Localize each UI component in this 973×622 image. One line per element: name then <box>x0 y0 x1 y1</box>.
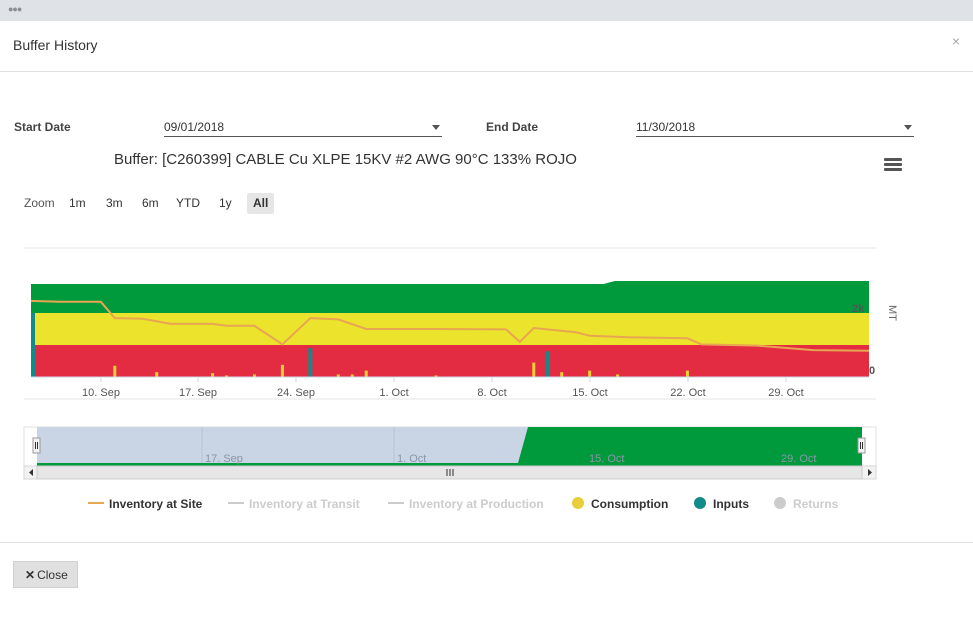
modal-title: Buffer History <box>13 37 98 53</box>
legend-item-2[interactable]: Inventory at Production <box>409 497 544 511</box>
inventory-at-site-line <box>30 299 870 352</box>
consumption-bar-3 <box>225 375 229 377</box>
consumption-bar-0 <box>113 365 117 377</box>
consumption-bar-11 <box>532 362 536 377</box>
legend-item-3[interactable]: Consumption <box>591 497 668 511</box>
consumption-bar-5 <box>280 364 284 377</box>
consumption-bar-7 <box>336 374 340 377</box>
footer-divider <box>0 542 973 543</box>
consumption-bar-16 <box>685 370 689 377</box>
zone-green <box>31 281 869 313</box>
zone-red <box>31 345 869 377</box>
navigator-ticks: 17. Sep 1. Oct 15. Oct 29. Oct <box>205 453 816 465</box>
x-tick-label-5: 15. Oct <box>572 387 607 399</box>
start-date-field[interactable]: 09/01/2018 <box>164 117 442 137</box>
x-tick-label-6: 22. Oct <box>670 387 705 399</box>
close-button-label: Close <box>37 568 68 582</box>
zoom-1m-button[interactable]: 1m <box>69 196 86 210</box>
navigator-right-handle[interactable] <box>857 437 866 454</box>
consumption-bar-14 <box>588 370 592 377</box>
x-tick-label-2: 24. Sep <box>277 387 315 399</box>
x-tick-label-4: 8. Oct <box>477 387 506 399</box>
navigator-series-area <box>37 427 862 466</box>
input-bar-1 <box>308 348 313 377</box>
x-tick-label-7: 29. Oct <box>768 387 803 399</box>
consumption-bar-10 <box>434 375 438 377</box>
browser-topbar: ●●● <box>0 0 973 21</box>
zoom-6m-button[interactable]: 6m <box>142 196 159 210</box>
chart-title: Buffer: [C260399] CABLE Cu XLPE 15KV #2 … <box>114 151 577 168</box>
navigator-tick-label-2: 15. Oct <box>589 453 624 465</box>
consumption-bar-15 <box>616 374 620 377</box>
line-series <box>30 299 870 352</box>
y-tick-zero: 0 <box>869 365 875 377</box>
zoom-ytd-button[interactable]: YTD <box>176 196 200 210</box>
consumption-bar-2 <box>211 373 215 377</box>
legend-item-0[interactable]: Inventory at Site <box>109 497 203 511</box>
modal-header: Buffer History × <box>0 21 973 72</box>
x-tick-label-0: 10. Sep <box>82 387 120 399</box>
y-tick-top: 2k <box>852 303 865 315</box>
window-dots-icon: ●●● <box>8 4 22 14</box>
buffer-zones <box>31 281 869 377</box>
legend-marker-5 <box>774 497 786 509</box>
close-button[interactable]: ✕ Close <box>13 561 78 588</box>
legend-marker-4 <box>694 497 706 509</box>
consumption-bar-1 <box>155 372 159 377</box>
zoom-label: Zoom <box>24 196 55 210</box>
zoom-3m-button[interactable]: 3m <box>106 196 123 210</box>
navigator-left-handle[interactable] <box>32 437 41 454</box>
x-axis-ticks: 10. Sep 17. Sep 24. Sep 1. Oct 8. Oct 15. Oct… <box>82 377 804 399</box>
navigator-tick-label-0: 17. Sep <box>205 453 243 465</box>
consumption-bar-13 <box>560 372 564 377</box>
input-bar-0 <box>31 313 35 377</box>
x-tick-label-3: 1. Oct <box>379 387 408 399</box>
consumption-bar-8 <box>350 374 354 377</box>
legend-item-5[interactable]: Returns <box>793 497 839 511</box>
end-date-value: 11/30/2018 <box>636 120 696 134</box>
consumption-bar-4 <box>252 374 256 377</box>
close-icon: ✕ <box>25 568 36 582</box>
legend-item-1[interactable]: Inventory at Transit <box>249 497 360 511</box>
chart-menu-icon[interactable] <box>884 158 902 172</box>
y-axis-title: MT <box>886 305 898 321</box>
scroll-right-arrow-icon[interactable] <box>868 469 872 476</box>
legend-item-4[interactable]: Inputs <box>713 497 749 511</box>
zoom-all-button[interactable]: All <box>247 193 275 214</box>
x-tick-label-1: 17. Sep <box>179 387 217 399</box>
bar-series <box>31 313 689 377</box>
chart-legend: Inventory at Site Inventory at Transit Inv… <box>88 497 839 511</box>
end-date-label: End Date <box>486 120 539 134</box>
input-bar-2 <box>545 351 550 377</box>
navigator-tick-label-3: 29. Oct <box>781 453 816 465</box>
close-icon[interactable]: × <box>951 33 960 49</box>
chevron-down-icon[interactable] <box>904 125 912 130</box>
legend-marker-3 <box>572 497 584 509</box>
end-date-field[interactable]: 11/30/2018 <box>636 117 914 137</box>
scroll-left-arrow-icon[interactable] <box>29 469 33 476</box>
consumption-bar-9 <box>364 370 368 377</box>
chevron-down-icon[interactable] <box>432 125 440 130</box>
start-date-value: 09/01/2018 <box>164 120 225 134</box>
zoom-1y-button[interactable]: 1y <box>219 196 232 210</box>
navigator-tick-label-1: 1. Oct <box>397 453 426 465</box>
start-date-label: Start Date <box>14 120 71 134</box>
